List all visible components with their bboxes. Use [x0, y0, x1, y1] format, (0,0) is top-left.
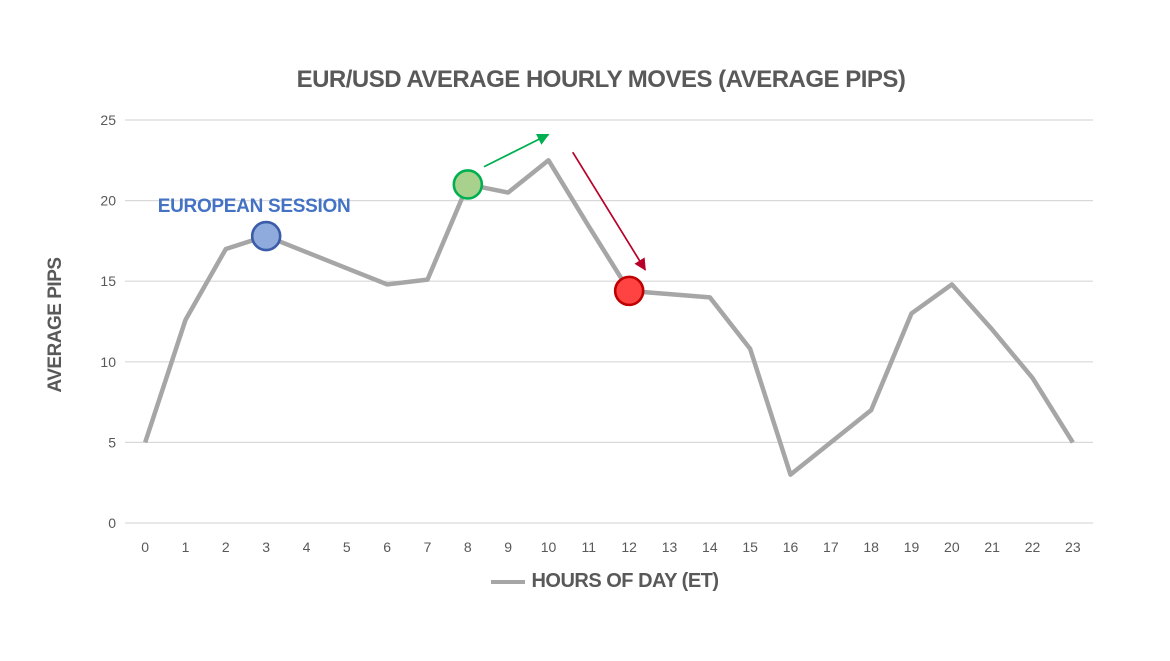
drop-down-arrow [571, 151, 647, 271]
x-tick-label: 6 [383, 539, 391, 555]
y-tick-label: 20 [100, 193, 116, 209]
annotation-labels: EUROPEAN SESSION [158, 196, 351, 217]
x-tick-label: 19 [904, 539, 920, 555]
x-tick-label: 3 [262, 539, 270, 555]
x-tick-label: 8 [464, 539, 472, 555]
y-tick-label: 25 [100, 112, 116, 128]
x-tick-label: 2 [222, 539, 230, 555]
annotation-arrows [483, 133, 647, 271]
x-tick-label: 4 [303, 539, 311, 555]
rally-up-arrow [483, 133, 550, 168]
x-tick-label: 11 [582, 539, 597, 555]
session-high-marker [452, 169, 484, 200]
european-session-label: EUROPEAN SESSION [158, 196, 351, 217]
x-tick-label: 16 [783, 539, 799, 555]
gridlines [125, 119, 1093, 524]
x-tick-label: 7 [424, 539, 432, 555]
x-tick-label: 20 [944, 539, 960, 555]
legend: HOURS OF DAY (ET) [20, 570, 1170, 593]
x-tick-label: 12 [621, 539, 637, 555]
x-tick-label: 18 [863, 539, 879, 555]
y-axis-title: AVERAGE PIPS [45, 257, 66, 393]
x-tick-label: 0 [141, 539, 149, 555]
x-tick-label: 5 [343, 539, 351, 555]
x-tick-label: 13 [662, 539, 678, 555]
x-tick-label: 17 [823, 539, 839, 555]
x-tick-label: 23 [1065, 539, 1081, 555]
y-tick-label: 15 [100, 273, 116, 289]
x-tick-label: 1 [182, 539, 190, 555]
series-polyline [143, 158, 1075, 477]
x-tick-label: 9 [504, 539, 512, 555]
data-point-markers [250, 169, 645, 307]
series-line [143, 158, 1075, 477]
session-drop-marker [613, 275, 645, 307]
european-session-marker [250, 220, 282, 252]
x-tick-label: 15 [742, 539, 758, 555]
x-tick-label: 10 [541, 539, 557, 555]
chart-title: EUR/USD AVERAGE HOURLY MOVES (AVERAGE PI… [296, 66, 906, 93]
y-tick-label: 0 [108, 515, 116, 531]
x-tick-label: 21 [984, 539, 1000, 555]
x-tick-label: 14 [702, 539, 718, 555]
legend-label: HOURS OF DAY (ET) [531, 570, 719, 592]
y-tick-label: 10 [100, 354, 116, 370]
legend-line-sample-icon [491, 579, 526, 584]
y-tick-label: 5 [108, 434, 116, 450]
x-tick-label: 22 [1025, 539, 1041, 555]
